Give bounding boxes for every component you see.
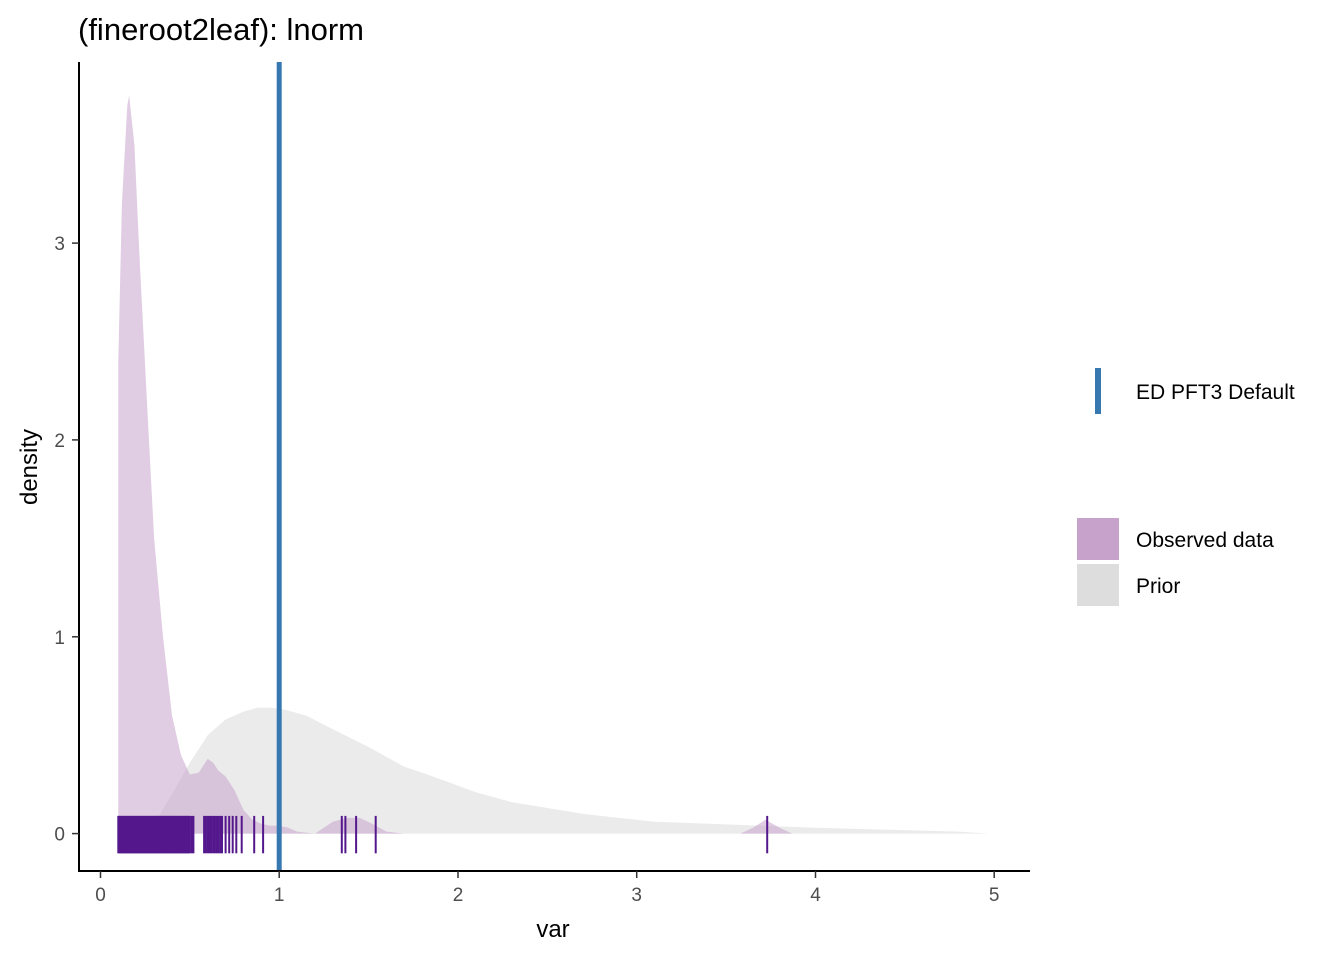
legend-label-prior: Prior — [1136, 575, 1180, 598]
x-axis-ticks: 0 1 2 3 4 5 — [95, 871, 999, 906]
legend-key-prior — [1077, 564, 1119, 606]
x-tick-label: 4 — [810, 885, 821, 906]
plot-area — [117, 62, 991, 871]
y-tick-label: 1 — [54, 628, 65, 649]
density-area-prior — [145, 707, 989, 834]
x-tick-label: 3 — [631, 885, 642, 906]
x-tick-label: 1 — [274, 885, 285, 906]
x-tick-label: 5 — [989, 885, 1000, 906]
legend-key-observed — [1077, 518, 1119, 560]
y-axis-title: density — [16, 429, 43, 505]
x-tick-label: 2 — [453, 885, 464, 906]
chart-title: (fineroot2leaf): lnorm — [78, 12, 364, 47]
x-axis-title: var — [536, 916, 569, 943]
rug-marks — [117, 815, 769, 854]
y-tick-label: 3 — [54, 234, 65, 255]
y-tick-label: 2 — [54, 431, 65, 452]
legend-label-default: ED PFT3 Default — [1136, 381, 1295, 404]
legend: ED PFT3 Default Observed data Prior — [1077, 368, 1295, 606]
y-axis-ticks: 0 1 2 3 — [54, 234, 79, 846]
legend-label-observed: Observed data — [1136, 529, 1274, 552]
y-tick-label: 0 — [54, 825, 65, 846]
x-tick-label: 0 — [95, 885, 106, 906]
legend-key-default-line — [1095, 368, 1101, 414]
